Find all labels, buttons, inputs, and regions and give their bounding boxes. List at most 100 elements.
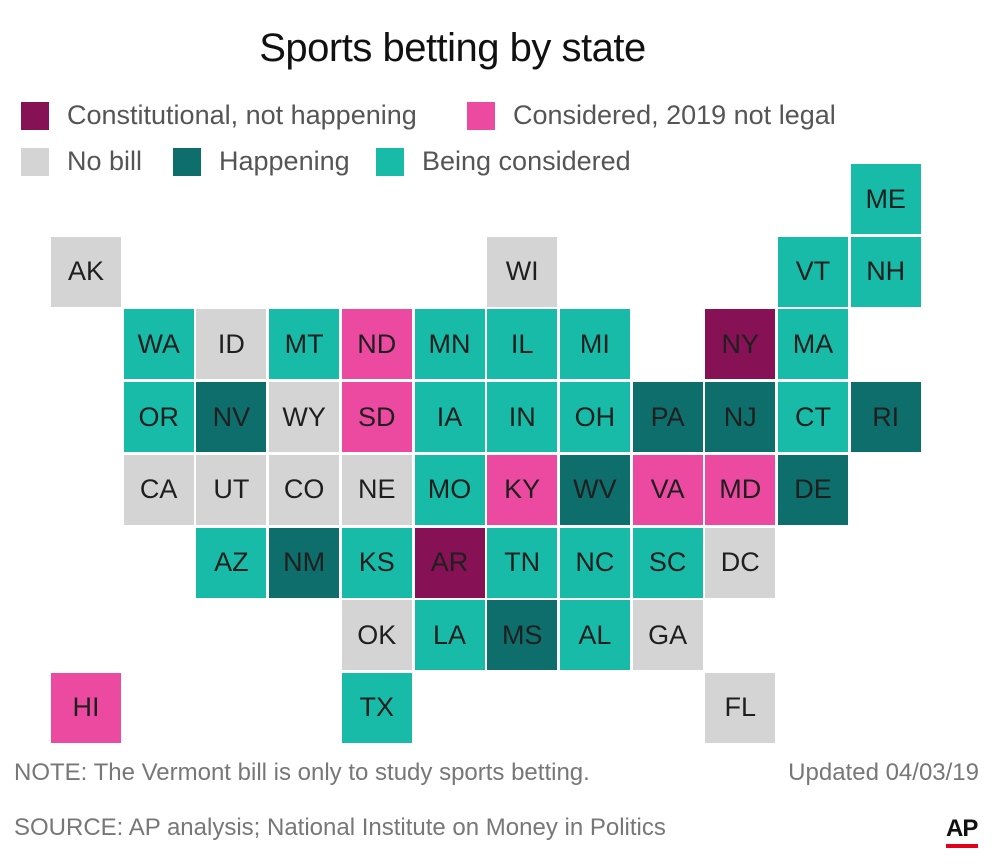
state-tile-ia: IA	[414, 382, 485, 453]
legend-label: Happening	[219, 146, 350, 176]
state-tile-sd: SD	[341, 382, 412, 453]
state-tile-oh: OH	[559, 382, 630, 453]
state-label: HI	[72, 692, 100, 723]
state-label: NJ	[723, 401, 757, 432]
state-label: SC	[648, 547, 687, 577]
state-label: FL	[724, 692, 757, 723]
state-tile-ky: KY	[487, 454, 558, 525]
state-label: AR	[430, 547, 469, 577]
state-label: AL	[578, 619, 612, 650]
state-label: AK	[67, 256, 105, 287]
state-label: KY	[504, 474, 541, 505]
state-label: WY	[282, 401, 326, 432]
state-label: TX	[359, 692, 395, 723]
state-label: NM	[283, 547, 326, 577]
legend-item-constitutional: Constitutional, not happening	[21, 100, 417, 131]
state-label: IN	[508, 401, 536, 432]
state-label: VA	[650, 474, 685, 505]
state-tile-ms: MS	[487, 600, 558, 671]
state-label: DE	[794, 474, 832, 505]
note-text: NOTE: The Vermont bill is only to study …	[14, 759, 590, 786]
state-label: VT	[795, 256, 831, 287]
state-tile-tx: TX	[341, 672, 412, 743]
state-tile-wy: WY	[269, 382, 340, 453]
legend-item-no-bill: No bill	[21, 146, 142, 177]
state-label: OK	[357, 619, 397, 650]
state-tile-md: MD	[705, 454, 776, 525]
state-label: MS	[501, 619, 543, 650]
state-tile-ar: AR	[414, 527, 485, 598]
state-label: CO	[283, 474, 325, 505]
state-label: NE	[358, 474, 396, 505]
state-tile-vt: VT	[778, 236, 848, 307]
state-label: RI	[872, 401, 900, 432]
state-tile-wi: WI	[487, 236, 558, 307]
state-tile-co: CO	[269, 454, 340, 525]
state-tile-mo: MO	[414, 454, 485, 525]
legend-label: No bill	[67, 146, 143, 176]
state-label: DC	[720, 547, 760, 577]
state-label: MT	[284, 328, 324, 359]
state-label: TN	[504, 547, 541, 577]
state-tile-nj: NJ	[705, 382, 776, 453]
ap-logo: AP	[946, 815, 978, 842]
state-tile-wv: WV	[559, 454, 630, 525]
state-label: CA	[139, 474, 178, 505]
state-tile-de: DE	[778, 454, 848, 525]
state-tile-il: IL	[487, 309, 558, 380]
state-tile-me: ME	[850, 164, 921, 234]
state-tile-ok: OK	[341, 600, 412, 671]
state-label: WA	[137, 328, 180, 359]
legend-swatch-happening	[173, 147, 201, 176]
state-tile-ks: KS	[341, 527, 412, 598]
state-tile-nh: NH	[850, 236, 921, 307]
state-tile-in: IN	[487, 382, 558, 453]
state-tile-or: OR	[123, 382, 194, 453]
state-label: GA	[648, 619, 688, 650]
state-tile-dc: DC	[705, 527, 776, 598]
state-label: MN	[428, 328, 471, 359]
state-tile-pa: PA	[632, 382, 703, 453]
state-tile-nv: NV	[196, 382, 267, 453]
state-tile-ne: NE	[341, 454, 412, 525]
state-label: WV	[573, 474, 617, 505]
state-label: NV	[212, 401, 251, 432]
state-label: ID	[217, 328, 245, 359]
chart-title: Sports betting by state	[259, 26, 646, 70]
state-label: MA	[792, 328, 834, 359]
state-label: ME	[865, 183, 906, 214]
state-tile-ny: NY	[705, 309, 776, 380]
state-tile-mi: MI	[559, 309, 630, 380]
state-tile-id: ID	[196, 309, 267, 380]
state-label: KS	[358, 547, 395, 577]
state-tile-la: LA	[414, 600, 485, 671]
state-tile-wa: WA	[123, 309, 194, 380]
legend-item-considered-not-legal: Considered, 2019 not legal	[467, 100, 836, 131]
legend-item-happening: Happening	[173, 146, 350, 177]
state-tile-sc: SC	[632, 527, 703, 598]
state-label: CT	[795, 401, 831, 432]
state-tile-ga: GA	[632, 600, 703, 671]
state-tile-tn: TN	[487, 527, 558, 598]
state-label: MO	[427, 474, 472, 505]
legend-swatch-constitutional	[21, 101, 49, 130]
updated-text: Updated 04/03/19	[788, 759, 979, 786]
state-tile-va: VA	[632, 454, 703, 525]
state-label: LA	[432, 619, 467, 650]
state-label: NY	[721, 328, 760, 359]
state-label: IA	[436, 401, 463, 432]
state-tile-ma: MA	[778, 309, 848, 380]
legend-swatch-no-bill	[21, 147, 49, 176]
state-tile-mt: MT	[269, 309, 340, 380]
state-label: MI	[579, 328, 610, 359]
state-tile-ak: AK	[51, 236, 121, 307]
state-tile-ut: UT	[196, 454, 267, 525]
state-label: ND	[357, 328, 397, 359]
state-label: NH	[866, 256, 906, 287]
state-label: WI	[505, 256, 539, 287]
state-tile-nc: NC	[559, 527, 630, 598]
legend-swatch-being-considered	[376, 147, 404, 176]
state-label: IL	[510, 328, 534, 359]
legend-item-being-considered: Being considered	[376, 146, 631, 177]
